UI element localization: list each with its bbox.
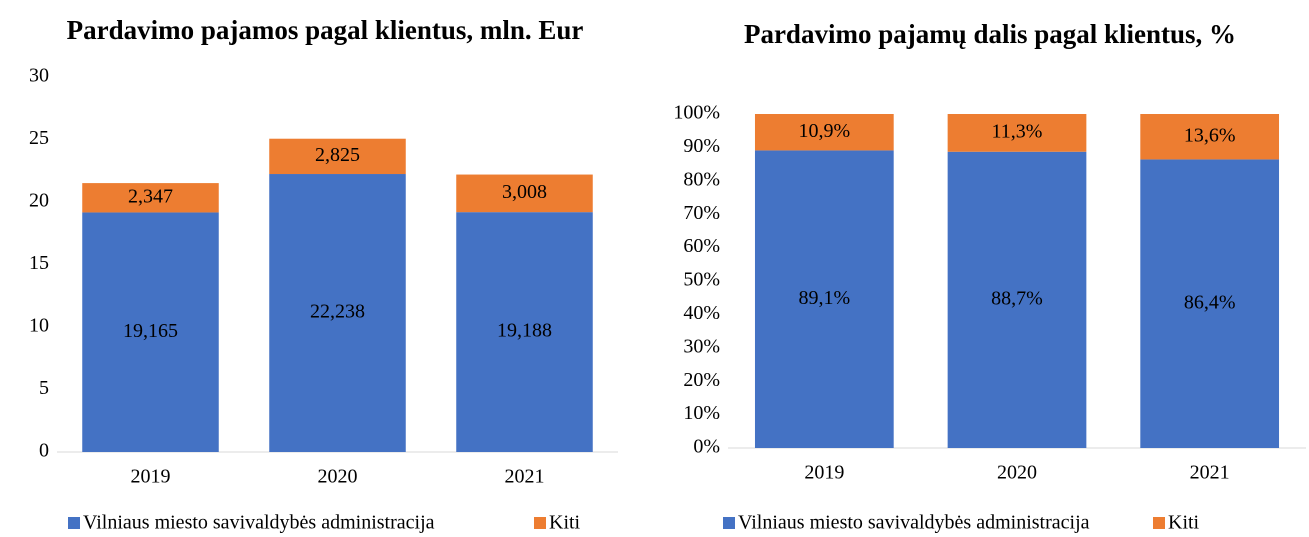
y-tick-label: 15	[29, 252, 49, 274]
data-label: 22,238	[310, 301, 365, 323]
bar-segment	[754, 150, 894, 448]
bar-segment	[269, 174, 406, 452]
x-tick-label: 2019	[131, 466, 171, 488]
bar-segment	[269, 138, 406, 175]
chart-title: Pardavimo pajamų dalis pagal klientus, %	[743, 19, 1237, 49]
legend-label: Kiti	[1168, 512, 1200, 534]
legend-label: Vilniaus miesto savivaldybės administrac…	[738, 512, 1090, 534]
y-tick-label: 0	[39, 440, 49, 462]
y-tick-label: 100%	[673, 102, 720, 124]
bar-segment	[456, 212, 593, 452]
x-tick-label: 2020	[318, 466, 358, 488]
y-tick-label: 10	[29, 315, 49, 337]
bar-segment	[754, 114, 894, 151]
y-tick-label: 60%	[683, 235, 720, 257]
data-label: 19,165	[123, 320, 178, 342]
y-tick-label: 25	[29, 127, 49, 149]
y-tick-label: 30	[29, 65, 49, 87]
x-tick-label: 2020	[997, 462, 1037, 484]
bar-segment	[82, 183, 219, 213]
bar-segment	[947, 114, 1087, 152]
y-tick-label: 30%	[683, 335, 720, 357]
data-label: 2,825	[315, 144, 360, 166]
y-tick-label: 50%	[683, 269, 720, 291]
legend-swatch	[723, 517, 735, 529]
bar-segment	[1140, 114, 1280, 160]
data-label: 88,7%	[991, 287, 1043, 309]
chart-title: Pardavimo pajamos pagal klientus, mln. E…	[66, 15, 584, 45]
data-label: 13,6%	[1184, 124, 1236, 146]
data-label: 89,1%	[798, 287, 850, 309]
y-tick-label: 20%	[683, 369, 720, 391]
data-label: 19,188	[497, 320, 552, 342]
data-label: 10,9%	[798, 120, 850, 142]
legend-swatch	[68, 517, 80, 529]
y-tick-label: 70%	[683, 202, 720, 224]
y-tick-label: 40%	[683, 302, 720, 324]
y-tick-label: 20	[29, 190, 49, 212]
data-label: 3,008	[502, 181, 547, 203]
y-tick-label: 10%	[683, 402, 720, 424]
x-tick-label: 2019	[804, 462, 844, 484]
legend-swatch	[1153, 517, 1165, 529]
y-tick-label: 5	[39, 377, 49, 399]
y-tick-label: 80%	[683, 168, 720, 190]
x-tick-label: 2021	[505, 466, 545, 488]
legend-label: Vilniaus miesto savivaldybės administrac…	[83, 512, 435, 534]
data-label: 86,4%	[1184, 291, 1236, 313]
data-label: 2,347	[128, 185, 173, 207]
x-tick-label: 2021	[1190, 462, 1230, 484]
bar-segment	[947, 151, 1087, 448]
legend-label: Kiti	[549, 512, 581, 534]
bar-segment	[1140, 159, 1280, 448]
bar-segment	[82, 212, 219, 452]
y-tick-label: 0%	[693, 436, 720, 458]
y-tick-label: 90%	[683, 135, 720, 157]
bar-segment	[456, 174, 593, 213]
data-label: 11,3%	[992, 120, 1043, 142]
legend-swatch	[534, 517, 546, 529]
